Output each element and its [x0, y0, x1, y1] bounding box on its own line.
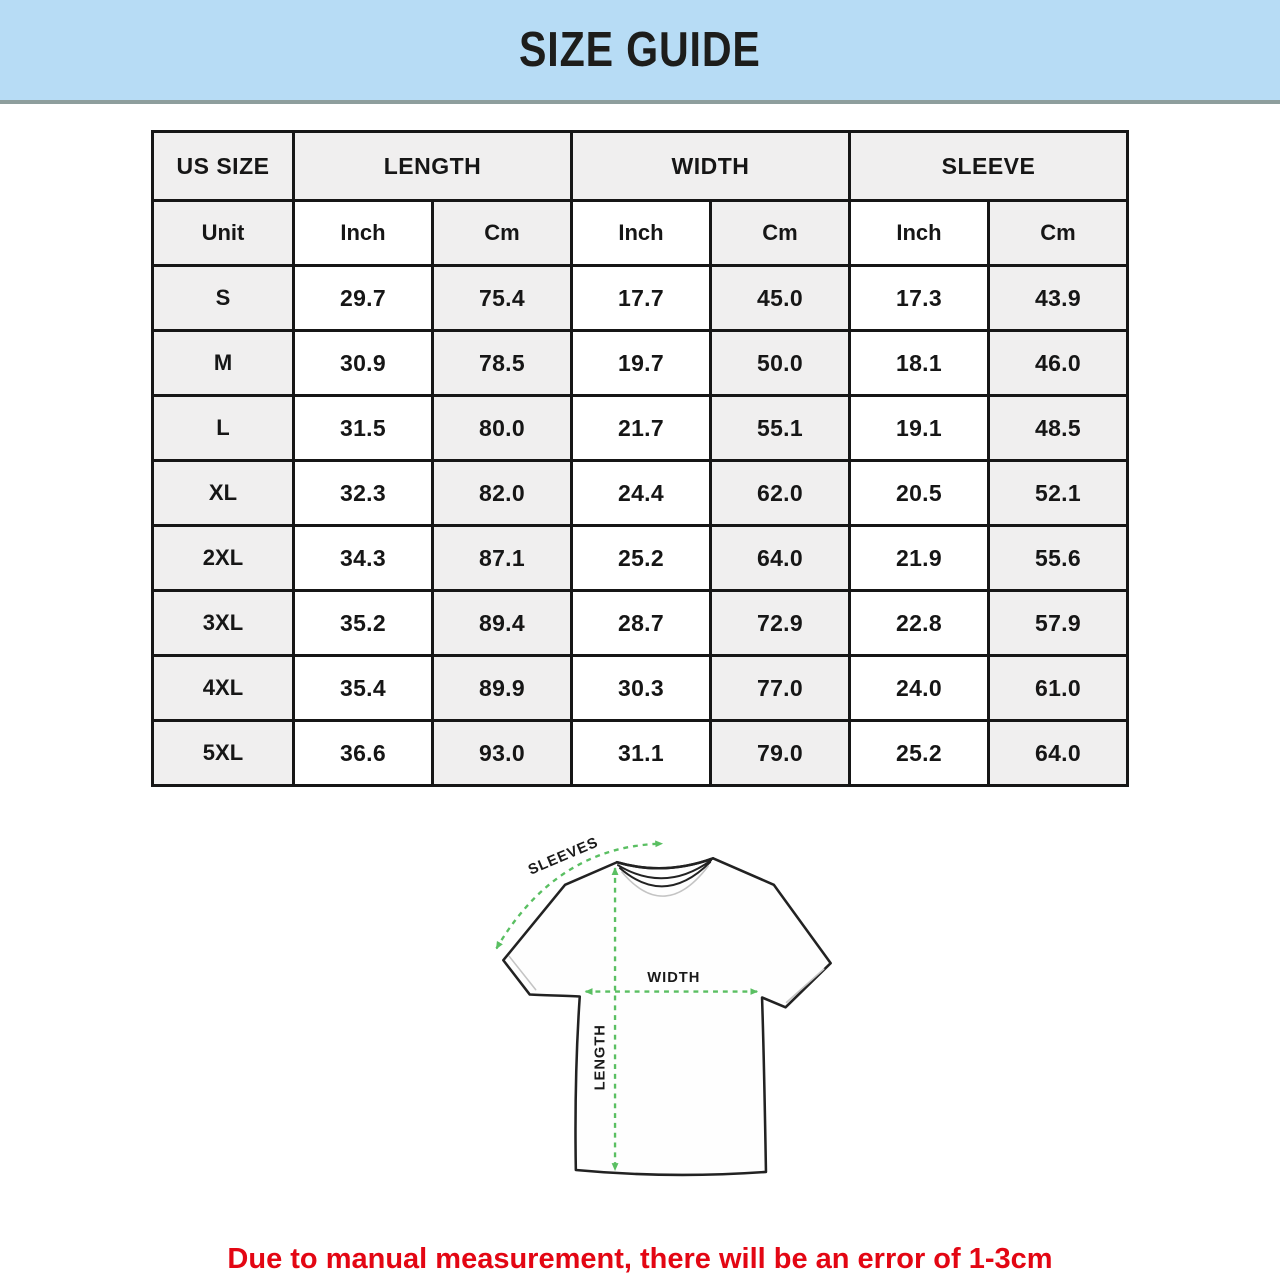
tshirt-diagram-svg: SLEEVES WIDTH LENGTH — [495, 835, 832, 1177]
sleeves-label: SLEEVES — [526, 835, 601, 879]
measurement-value: 72.9 — [708, 589, 851, 657]
measurement-value: 36.6 — [291, 719, 434, 787]
measurement-value: 93.0 — [430, 719, 573, 787]
title-banner: SIZE GUIDE — [0, 0, 1280, 104]
size-guide-content: US SIZE LENGTH WIDTH SLEEVE Unit Inch Cm… — [0, 130, 1280, 1276]
measurement-value: 77.0 — [708, 654, 851, 722]
size-table-head: US SIZE LENGTH WIDTH SLEEVE Unit Inch Cm… — [150, 130, 1130, 267]
measurement-value: 22.8 — [847, 589, 990, 657]
measurement-value: 17.3 — [847, 264, 990, 332]
measurement-disclaimer: Due to manual measurement, there will be… — [227, 1243, 1053, 1275]
size-table: US SIZE LENGTH WIDTH SLEEVE Unit Inch Cm… — [150, 130, 1130, 787]
column-header-sleeve: SLEEVE — [847, 130, 1130, 202]
size-label: S — [150, 264, 295, 332]
measurement-value: 24.4 — [569, 459, 712, 527]
size-label: XL — [150, 459, 295, 527]
unit-length-cm: Cm — [430, 199, 573, 267]
measurement-value: 75.4 — [430, 264, 573, 332]
measurement-value: 31.5 — [291, 394, 434, 462]
width-label: WIDTH — [647, 970, 700, 986]
size-row-l: L 31.5 80.0 21.7 55.1 19.1 48.5 — [150, 394, 1130, 462]
column-header-row: US SIZE LENGTH WIDTH SLEEVE — [150, 130, 1130, 202]
measurement-value: 30.3 — [569, 654, 712, 722]
measurement-value: 61.0 — [986, 654, 1130, 722]
size-label: M — [150, 329, 295, 397]
measurement-value: 50.0 — [708, 329, 851, 397]
size-row-3xl: 3XL 35.2 89.4 28.7 72.9 22.8 57.9 — [150, 589, 1130, 657]
measurement-value: 35.2 — [291, 589, 434, 657]
column-header-width: WIDTH — [569, 130, 851, 202]
column-header-us-size: US SIZE — [150, 130, 295, 202]
measurement-value: 46.0 — [986, 329, 1130, 397]
length-label: LENGTH — [592, 1024, 608, 1090]
tshirt-measurement-diagram: SLEEVES WIDTH LENGTH — [456, 825, 876, 1217]
measurement-value: 82.0 — [430, 459, 573, 527]
measurement-value: 20.5 — [847, 459, 990, 527]
size-label: 3XL — [150, 589, 295, 657]
unit-sleeve-cm: Cm — [986, 199, 1130, 267]
measurement-value: 55.1 — [708, 394, 851, 462]
size-row-2xl: 2XL 34.3 87.1 25.2 64.0 21.9 55.6 — [150, 524, 1130, 592]
measurement-value: 80.0 — [430, 394, 573, 462]
measurement-value: 28.7 — [569, 589, 712, 657]
measurement-value: 55.6 — [986, 524, 1130, 592]
measurement-value: 21.7 — [569, 394, 712, 462]
measurement-value: 34.3 — [291, 524, 434, 592]
unit-width-inch: Inch — [569, 199, 712, 267]
measurement-value: 31.1 — [569, 719, 712, 787]
right-cuff-accent — [785, 968, 825, 1004]
unit-sleeve-inch: Inch — [847, 199, 990, 267]
measurement-value: 32.3 — [291, 459, 434, 527]
unit-length-inch: Inch — [291, 199, 434, 267]
measurement-value: 45.0 — [708, 264, 851, 332]
measurement-value: 30.9 — [291, 329, 434, 397]
left-cuff-accent — [508, 955, 537, 991]
size-row-m: M 30.9 78.5 19.7 50.0 18.1 46.0 — [150, 329, 1130, 397]
measurement-value: 64.0 — [708, 524, 851, 592]
column-header-length: LENGTH — [291, 130, 573, 202]
measurement-value: 19.7 — [569, 329, 712, 397]
measurement-value: 25.2 — [569, 524, 712, 592]
size-row-5xl: 5XL 36.6 93.0 31.1 79.0 25.2 64.0 — [150, 719, 1130, 787]
measurement-value: 21.9 — [847, 524, 990, 592]
size-row-s: S 29.7 75.4 17.7 45.0 17.3 43.9 — [150, 264, 1130, 332]
measurement-value: 62.0 — [708, 459, 851, 527]
measurement-value: 78.5 — [430, 329, 573, 397]
measurement-value: 89.4 — [430, 589, 573, 657]
size-table-body: S 29.7 75.4 17.7 45.0 17.3 43.9 M 30.9 7… — [150, 264, 1130, 787]
measurement-value: 43.9 — [986, 264, 1130, 332]
measurement-value: 29.7 — [291, 264, 434, 332]
tshirt-outline — [502, 857, 832, 1177]
size-label: 2XL — [150, 524, 295, 592]
size-label: 5XL — [150, 719, 295, 787]
measurement-value: 19.1 — [847, 394, 990, 462]
measurement-value: 89.9 — [430, 654, 573, 722]
measurement-value: 35.4 — [291, 654, 434, 722]
page-title: SIZE GUIDE — [519, 23, 761, 77]
size-row-4xl: 4XL 35.4 89.9 30.3 77.0 24.0 61.0 — [150, 654, 1130, 722]
unit-label: Unit — [150, 199, 295, 267]
measurement-value: 64.0 — [986, 719, 1130, 787]
unit-row: Unit Inch Cm Inch Cm Inch Cm — [150, 199, 1130, 267]
size-label: L — [150, 394, 295, 462]
size-row-xl: XL 32.3 82.0 24.4 62.0 20.5 52.1 — [150, 459, 1130, 527]
measurement-value: 87.1 — [430, 524, 573, 592]
measurement-value: 57.9 — [986, 589, 1130, 657]
measurement-value: 17.7 — [569, 264, 712, 332]
measurement-value: 18.1 — [847, 329, 990, 397]
measurement-value: 52.1 — [986, 459, 1130, 527]
unit-width-cm: Cm — [708, 199, 851, 267]
measurement-value: 24.0 — [847, 654, 990, 722]
measurement-value: 48.5 — [986, 394, 1130, 462]
measurement-value: 25.2 — [847, 719, 990, 787]
size-label: 4XL — [150, 654, 295, 722]
measurement-value: 79.0 — [708, 719, 851, 787]
sleeves-arrow — [495, 840, 664, 950]
